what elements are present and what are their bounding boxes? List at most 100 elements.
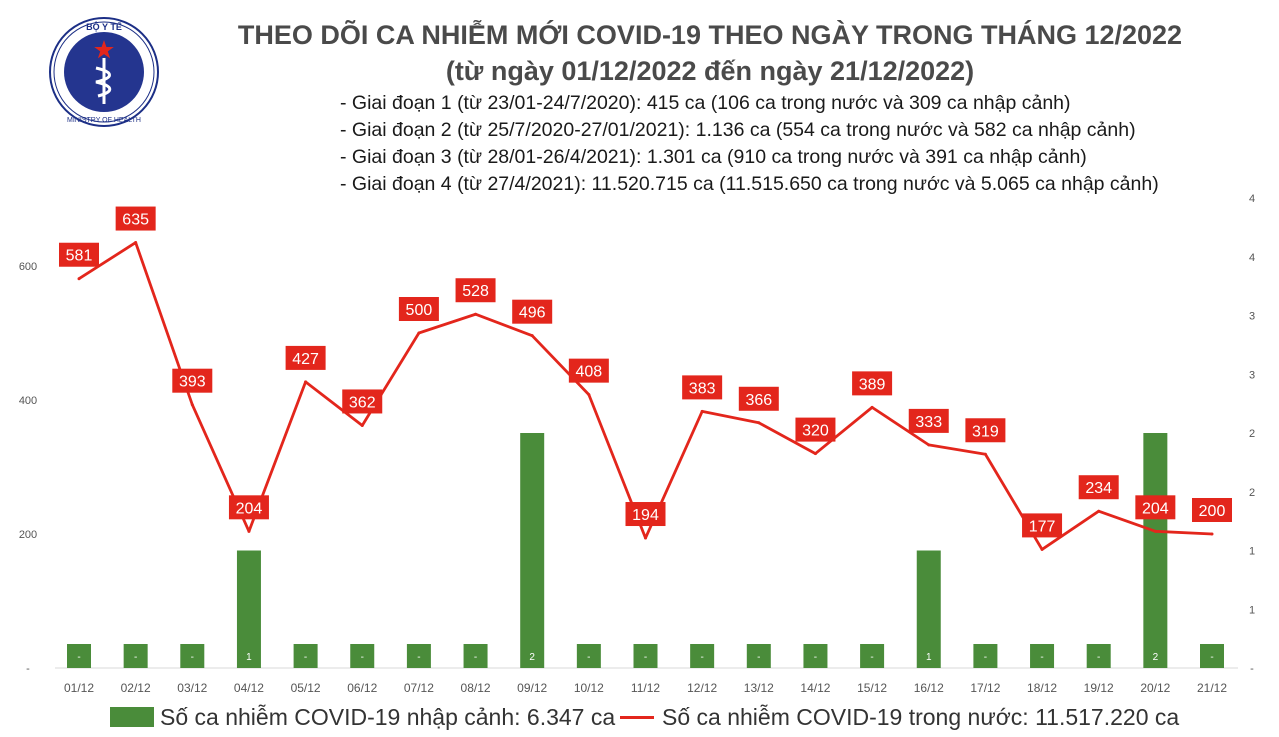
line-point-18/12	[1040, 547, 1044, 551]
bar-label-13/12: -	[757, 652, 760, 663]
line-label-box-13/12	[738, 386, 779, 411]
line-label-box-08/12	[455, 278, 496, 303]
legend-item-line: Số ca nhiễm COVID-19 trong nước: 11.517.…	[620, 704, 1179, 731]
stage-4-summary: - Giai đoạn 4 (từ 27/4/2021): 11.520.715…	[340, 173, 1159, 195]
chart-legend: Số ca nhiễm COVID-19 nhập cảnh: 6.347 ca…	[0, 700, 1279, 736]
x-tick-label-04/12: 04/12	[234, 681, 264, 695]
bar-09/12	[520, 433, 545, 668]
x-tick-label-11/12: 11/12	[631, 681, 660, 695]
x-tick-label-18/12: 18/12	[1027, 681, 1057, 695]
bar-10/12	[576, 644, 601, 668]
bar-12/12	[690, 644, 715, 668]
bar-label-21/12: -	[1210, 652, 1213, 663]
line-label-06/12: 362	[349, 394, 376, 411]
line-label-box-21/12	[1192, 498, 1232, 522]
bar-06/12	[350, 644, 375, 668]
line-point-11/12	[644, 536, 647, 540]
line-label-box-15/12	[852, 371, 893, 396]
line-label-02/12: 635	[122, 212, 149, 229]
bar-08/12	[463, 644, 488, 668]
y-right-tick-label: 4	[1249, 193, 1255, 205]
y-left-tick-label: 400	[19, 395, 37, 407]
line-label-box-11/12	[625, 502, 666, 527]
x-tick-label-07/12: 07/12	[404, 681, 434, 695]
line-point-08/12	[474, 312, 478, 316]
logo-text-top: BỘ Y TẾ	[86, 21, 122, 32]
line-point-04/12	[247, 529, 251, 533]
bar-label-10/12: -	[587, 652, 590, 663]
line-label-box-19/12	[1078, 475, 1119, 500]
line-point-06/12	[360, 423, 364, 427]
line-label-box-16/12	[908, 408, 949, 433]
bar-03/12	[180, 644, 205, 668]
legend-bar-label: Số ca nhiễm COVID-19 nhập cảnh: 6.347 ca	[160, 704, 616, 730]
x-tick-label-14/12: 14/12	[800, 681, 830, 695]
bar-label-07/12: -	[417, 652, 420, 663]
line-label-12/12: 383	[689, 380, 716, 397]
line-label-20/12: 204	[1142, 500, 1169, 517]
line-point-15/12	[870, 405, 874, 409]
bar-label-15/12: -	[870, 652, 873, 663]
line-label-11/12: 194	[632, 507, 659, 524]
bar-label-02/12: -	[134, 652, 137, 663]
line-label-09/12: 496	[519, 305, 546, 322]
x-tick-label-17/12: 17/12	[970, 681, 1000, 695]
legend-item-bar: Số ca nhiễm COVID-19 nhập cảnh: 6.347 ca	[110, 704, 615, 731]
line-label-03/12: 393	[179, 374, 206, 391]
y-right-tick-label: 3	[1249, 369, 1255, 381]
line-label-box-10/12	[568, 358, 609, 383]
line-label-box-05/12	[285, 345, 326, 370]
line-label-box-14/12	[795, 417, 836, 442]
x-tick-label-03/12: 03/12	[177, 681, 207, 695]
line-label-box-01/12	[59, 242, 99, 267]
legend-line-swatch	[620, 716, 654, 719]
y-right-tick-label: 1	[1249, 546, 1255, 558]
line-point-21/12	[1210, 532, 1214, 536]
x-tick-label-08/12: 08/12	[461, 681, 491, 695]
bar-label-06/12: -	[361, 652, 364, 663]
line-point-09/12	[530, 334, 534, 338]
bar-label-11/12: -	[644, 652, 647, 663]
line-label-13/12: 366	[745, 392, 772, 409]
x-tick-label-06/12: 06/12	[347, 681, 377, 695]
line-point-13/12	[757, 421, 761, 425]
line-point-20/12	[1153, 529, 1157, 533]
chart-title: THEO DÕI CA NHIỄM MỚI COVID-19 THEO NGÀY…	[237, 20, 1183, 50]
line-label-box-06/12	[342, 389, 383, 414]
bar-02/12	[123, 644, 148, 668]
line-label-box-03/12	[172, 368, 213, 393]
line-label-08/12: 528	[462, 283, 489, 300]
bar-13/12	[746, 644, 771, 668]
chart-subtitle: (từ ngày 01/12/2022 đến ngày 21/12/2022)	[445, 56, 975, 86]
line-label-17/12: 319	[972, 423, 999, 440]
bar-label-01/12: -	[77, 652, 80, 663]
bar-18/12	[1030, 644, 1055, 668]
line-point-12/12	[700, 409, 704, 413]
bar-label-09/12: 2	[529, 652, 535, 663]
line-point-16/12	[927, 443, 931, 447]
line-label-19/12: 234	[1085, 480, 1112, 497]
bar-11/12	[633, 644, 658, 668]
bar-17/12	[973, 644, 998, 668]
x-tick-label-20/12: 20/12	[1140, 681, 1170, 695]
y-right-tick-label: 1	[1249, 604, 1255, 616]
bar-21/12	[1200, 644, 1224, 668]
bar-label-17/12: -	[984, 652, 987, 663]
bar-label-18/12: -	[1040, 652, 1043, 663]
bar-label-08/12: -	[474, 652, 477, 663]
y-right-tick-label: 3	[1249, 311, 1255, 323]
x-tick-label-10/12: 10/12	[574, 681, 604, 695]
x-tick-label-19/12: 19/12	[1084, 681, 1114, 695]
combo-chart: - 200 400 600 - 1 1 2 2 3 3 4 4 - - - 1 - - - - 2 - - - - - - 1 - - - 2 -…	[19, 193, 1255, 695]
bar-label-20/12: 2	[1153, 652, 1159, 663]
line-label-10/12: 408	[575, 364, 602, 381]
line-point-07/12	[417, 331, 421, 335]
line-label-box-04/12	[228, 495, 269, 520]
legend-line-label: Số ca nhiễm COVID-19 trong nước: 11.517.…	[662, 704, 1180, 730]
line-point-01/12	[77, 277, 81, 281]
stage-1-summary: - Giai đoạn 1 (từ 23/01-24/7/2020): 415 …	[340, 92, 1071, 114]
stage-2-summary: - Giai đoạn 2 (từ 25/7/2020-27/01/2021):…	[340, 119, 1136, 141]
line-point-17/12	[983, 452, 987, 456]
line-label-box-07/12	[398, 297, 439, 321]
bar-20/12	[1143, 433, 1168, 668]
